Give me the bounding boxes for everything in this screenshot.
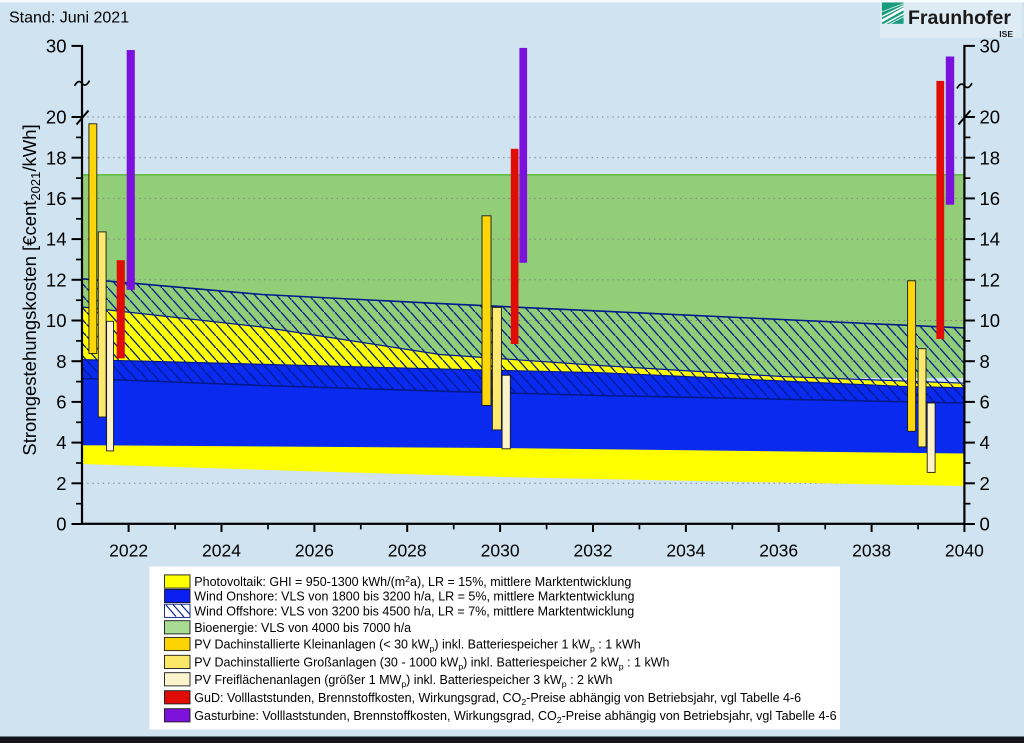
svg-text:2040: 2040: [945, 541, 984, 561]
svg-text:8: 8: [980, 351, 990, 372]
svg-text:14: 14: [980, 229, 1001, 250]
svg-text:18: 18: [980, 147, 1001, 168]
svg-text:GuD: Volllaststunden, Brennsto: GuD: Volllaststunden, Brennstoffkosten, …: [194, 691, 801, 707]
svg-text:30: 30: [980, 36, 1001, 57]
svg-text:2028: 2028: [388, 541, 427, 561]
svg-text:2032: 2032: [574, 541, 613, 561]
svg-text:2022: 2022: [109, 541, 148, 561]
svg-text:8: 8: [56, 351, 66, 372]
svg-text:30: 30: [46, 36, 67, 57]
svg-text:Stand: Juni 2021: Stand: Juni 2021: [9, 10, 129, 27]
svg-text:12: 12: [980, 269, 1001, 290]
svg-text:12: 12: [46, 269, 67, 290]
svg-text:Gasturbine: Volllaststunden, B: Gasturbine: Volllaststunden, Brennstoffk…: [194, 709, 836, 725]
svg-text:Wind Offshore: VLS von 3200 bi: Wind Offshore: VLS von 3200 bis 4500 h/a…: [194, 605, 634, 619]
svg-text:2034: 2034: [666, 541, 705, 561]
svg-text:ISE: ISE: [999, 29, 1013, 39]
svg-text:20: 20: [980, 107, 1001, 128]
svg-text:14: 14: [46, 229, 67, 250]
svg-text:20: 20: [46, 107, 67, 128]
svg-text:2026: 2026: [295, 541, 334, 561]
svg-text:16: 16: [46, 188, 67, 209]
svg-text:18: 18: [46, 147, 67, 168]
svg-text:4: 4: [980, 432, 990, 453]
svg-text:2: 2: [980, 473, 990, 494]
svg-text:PV Freiflächenanlagen (größer: PV Freiflächenanlagen (größer 1 MWp) ink…: [194, 673, 612, 689]
svg-text:Fraunhofer: Fraunhofer: [908, 7, 1011, 29]
svg-text:6: 6: [980, 392, 990, 413]
svg-text:2036: 2036: [759, 541, 798, 561]
svg-text:6: 6: [56, 392, 66, 413]
svg-text:2024: 2024: [202, 541, 241, 561]
svg-text:10: 10: [980, 310, 1001, 331]
svg-text:PV Dachinstallierte Kleinanlag: PV Dachinstallierte Kleinanlagen (< 30 k…: [194, 638, 640, 654]
svg-text:2038: 2038: [852, 541, 891, 561]
svg-text:Bioenergie: VLS von 4000 bis 7: Bioenergie: VLS von 4000 bis 7000 h/a: [194, 621, 411, 635]
svg-text:0: 0: [56, 514, 66, 535]
svg-text:2030: 2030: [481, 541, 520, 561]
svg-text:PV Dachinstallierte Großanlage: PV Dachinstallierte Großanlagen (30 - 10…: [194, 656, 669, 672]
svg-text:Wind Onshore: VLS von 1800 bis: Wind Onshore: VLS von 1800 bis 3200 h/a,…: [194, 590, 634, 604]
svg-text:4: 4: [56, 432, 66, 453]
svg-text:2: 2: [56, 473, 66, 494]
svg-text:Photovoltaik: GHI = 950-1300 k: Photovoltaik: GHI = 950-1300 kWh/(m2a), …: [194, 574, 631, 589]
svg-text:0: 0: [980, 514, 990, 535]
svg-text:16: 16: [980, 188, 1001, 209]
svg-text:10: 10: [46, 310, 67, 331]
